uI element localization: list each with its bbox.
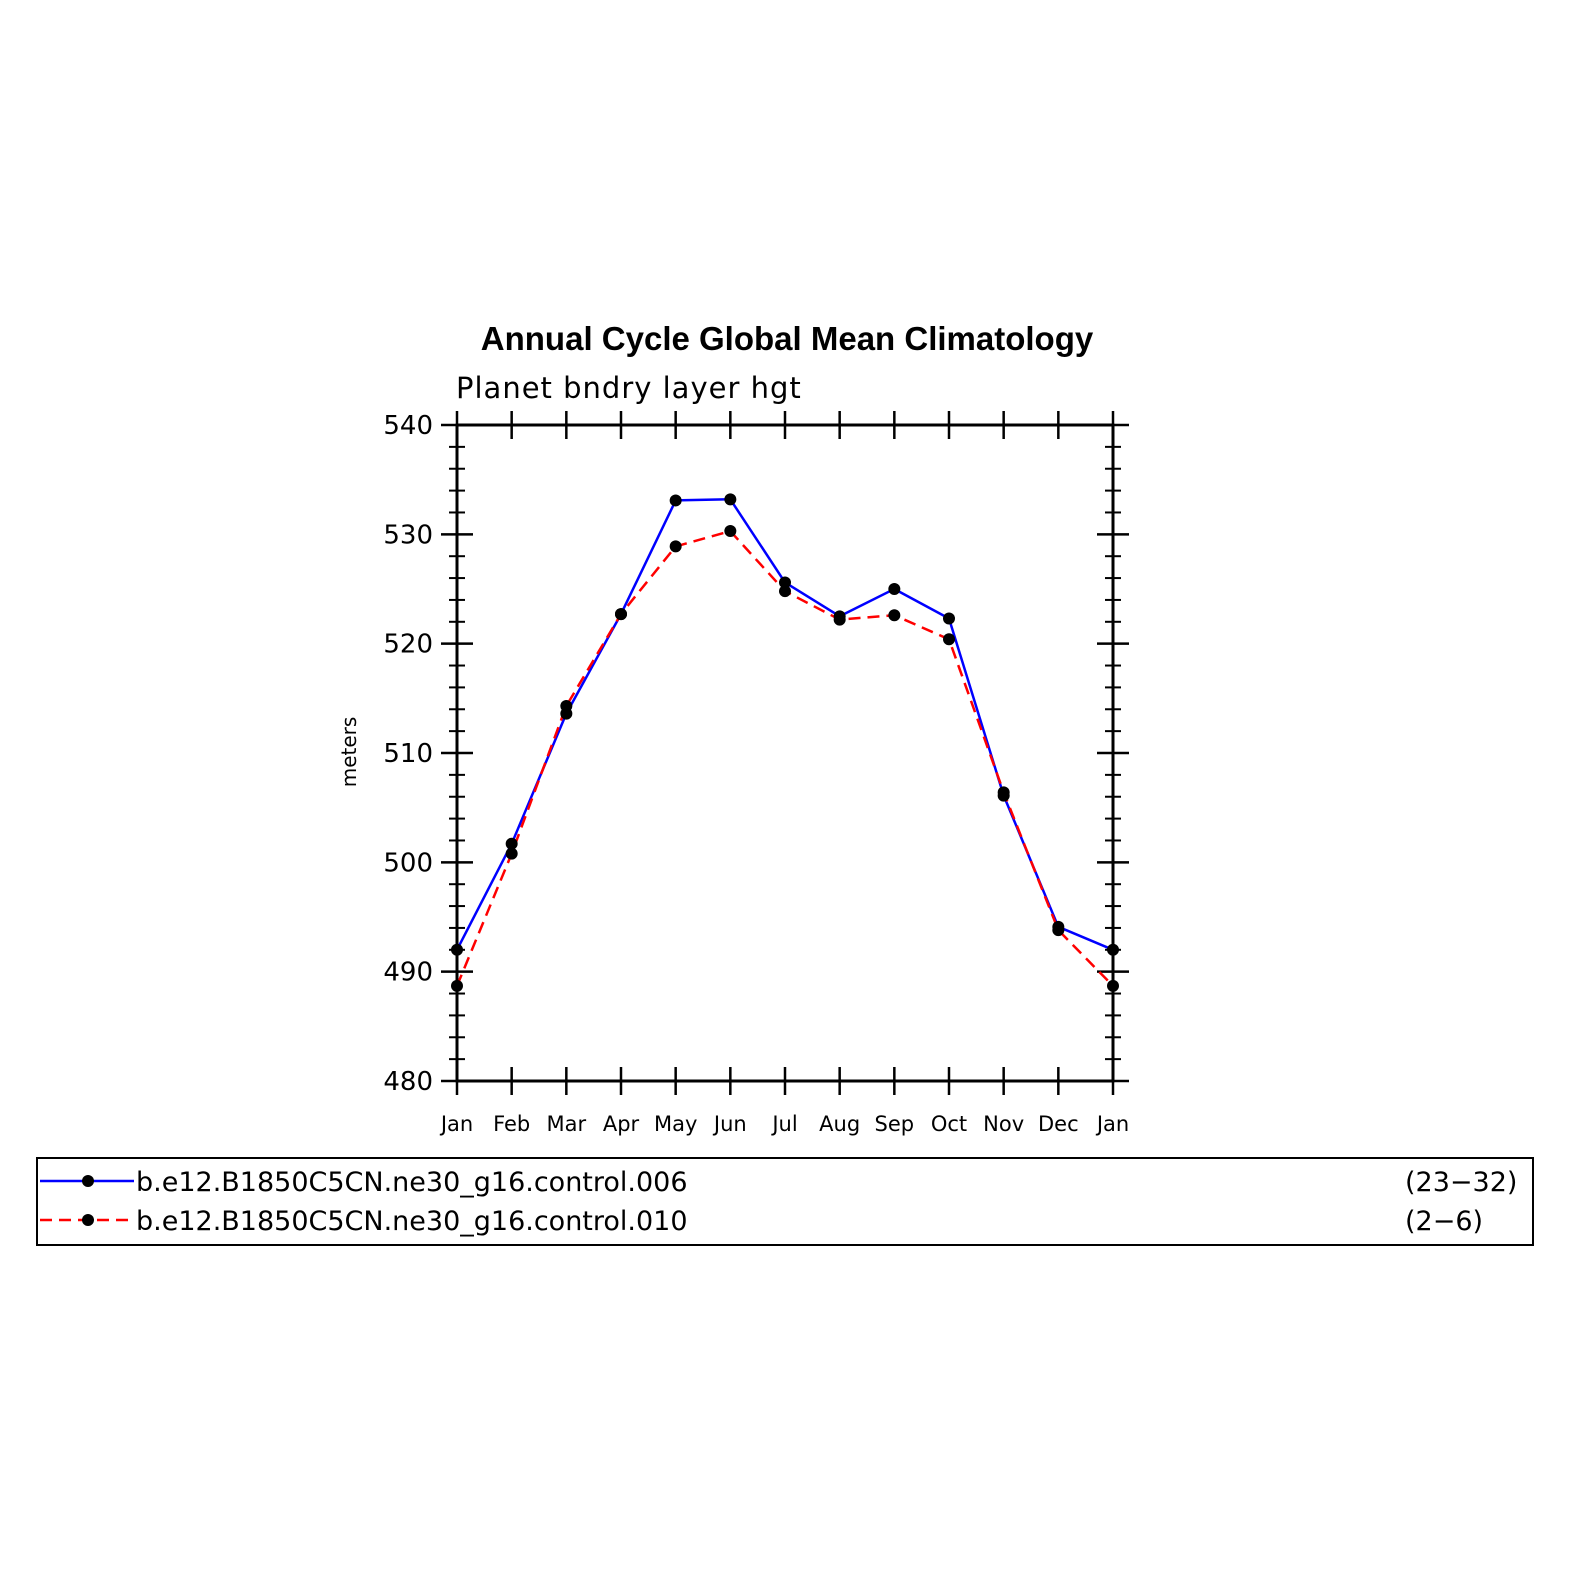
legend-marker-2: [82, 1214, 94, 1226]
legend-label-1: b.e12.B1850C5CN.ne30_g16.control.006: [136, 1167, 688, 1198]
x-tick-label: Mar: [547, 1112, 587, 1136]
series-2-point: [833, 613, 846, 626]
series-1-point: [669, 494, 682, 507]
legend: b.e12.B1850C5CN.ne30_g16.control.006 (23−…: [40, 1167, 1517, 1237]
y-tick-label: 480: [383, 1067, 433, 1097]
legend-years-2: (2−6): [1405, 1206, 1483, 1237]
series-1-point: [451, 943, 463, 956]
axis-tick-labels: Jan Feb Mar Apr May Jun Jul Aug Sep Oct Nov Dec Jan4…: [383, 411, 1129, 1136]
series-2-point: [888, 609, 901, 622]
x-tick-label: Jun: [712, 1112, 747, 1136]
y-tick-label: 510: [383, 739, 433, 769]
x-tick-label: Apr: [603, 1112, 640, 1136]
axis-ticks: [441, 411, 1129, 1095]
legend-years-1: (23−32): [1405, 1167, 1517, 1198]
series-1-point: [1107, 943, 1119, 956]
series-2-point: [615, 608, 627, 621]
chart-title: Annual Cycle Global Mean Climatology: [481, 320, 1094, 357]
series-layer: [451, 493, 1119, 992]
y-tick-label: 490: [383, 958, 433, 988]
y-tick-label: 540: [383, 411, 433, 441]
x-tick-label: Aug: [819, 1112, 860, 1136]
y-axis-label: meters: [337, 717, 361, 788]
x-tick-label: Feb: [493, 1112, 530, 1136]
series-2-point: [505, 847, 518, 860]
series-2-point: [560, 699, 573, 712]
series-2-point: [451, 979, 463, 992]
x-tick-label: Oct: [931, 1112, 967, 1136]
x-tick-label: Nov: [983, 1112, 1024, 1136]
series-2-point: [943, 633, 955, 646]
x-tick-label: Dec: [1038, 1112, 1079, 1136]
series-2-point: [1107, 979, 1119, 992]
series-2-point: [1052, 924, 1065, 937]
series-line-1: [455, 498, 1114, 951]
plot-frame: [455, 423, 1115, 1083]
series-1-point: [779, 576, 791, 589]
legend-box: [36, 1157, 1534, 1246]
legend-marker-1: [82, 1175, 94, 1187]
y-tick-label: 530: [383, 520, 433, 550]
y-tick-label: 500: [383, 848, 433, 878]
series-2-point: [669, 540, 682, 553]
series-2-point: [779, 585, 791, 598]
series-2-point: [724, 525, 737, 538]
legend-label-2: b.e12.B1850C5CN.ne30_g16.control.010: [136, 1206, 688, 1237]
x-tick-label: Jul: [770, 1112, 797, 1136]
chart-subtitle: Planet bndry layer hgt: [456, 371, 802, 405]
series-1-point: [724, 493, 737, 506]
x-tick-label: Jan: [1095, 1112, 1129, 1136]
series-1-point: [888, 583, 901, 595]
series-1-point: [505, 837, 518, 850]
series-1-point: [943, 612, 955, 625]
series-line-2: [455, 529, 1114, 987]
x-tick-label: May: [654, 1112, 697, 1136]
series-2-point: [997, 786, 1010, 799]
x-tick-label: Sep: [875, 1112, 915, 1136]
y-tick-label: 520: [383, 630, 433, 660]
x-tick-label: Jan: [439, 1112, 473, 1136]
